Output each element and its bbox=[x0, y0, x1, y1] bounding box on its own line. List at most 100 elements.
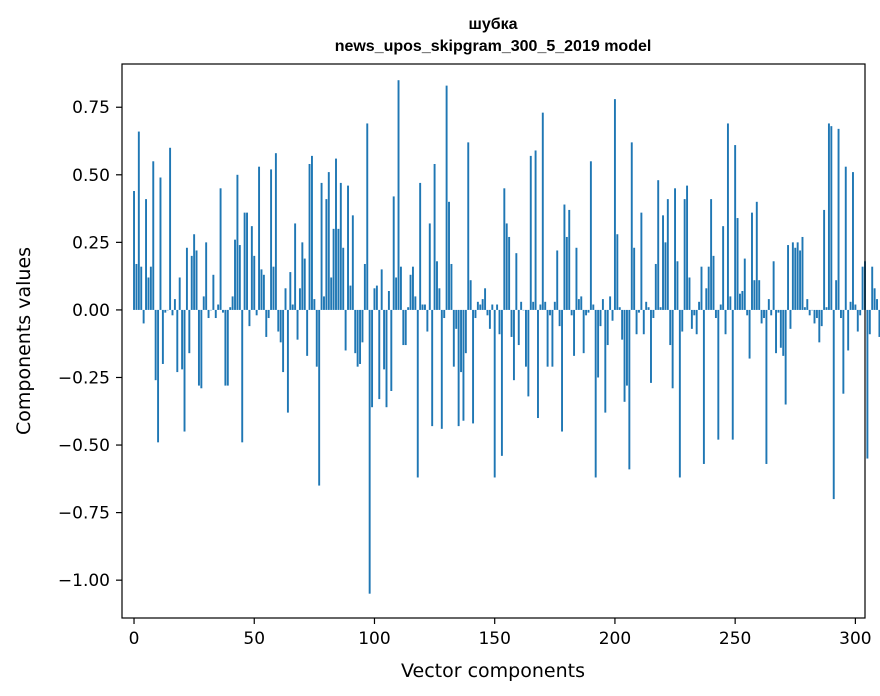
bar-component-115 bbox=[409, 274, 412, 310]
bar-component-69 bbox=[298, 288, 301, 310]
bar-component-277 bbox=[799, 250, 802, 310]
bar-component-147 bbox=[486, 309, 489, 316]
bar-component-194 bbox=[599, 309, 602, 327]
bar-component-231 bbox=[688, 277, 691, 310]
bar-component-238 bbox=[705, 288, 708, 310]
x-axis-ticks: 0 50 100 150 200 250 300 bbox=[129, 618, 872, 649]
bar-component-274 bbox=[791, 242, 794, 310]
x-tick-label: 100 bbox=[358, 629, 390, 649]
x-tick-label: 50 bbox=[243, 629, 265, 649]
x-tick-label: 200 bbox=[599, 629, 631, 649]
bar-component-211 bbox=[640, 212, 643, 310]
bar-component-145 bbox=[481, 299, 484, 310]
bar-component-219 bbox=[659, 307, 662, 310]
bar-component-161 bbox=[520, 301, 523, 310]
bar-component-191 bbox=[592, 304, 595, 310]
bar-component-4 bbox=[142, 309, 145, 324]
bar-component-160 bbox=[517, 309, 520, 346]
bar-component-125 bbox=[433, 163, 436, 310]
bar-component-40 bbox=[229, 307, 232, 310]
bar-component-118 bbox=[416, 309, 419, 478]
bar-component-272 bbox=[787, 245, 790, 310]
bar-component-235 bbox=[698, 301, 701, 310]
bar-component-181 bbox=[568, 209, 571, 310]
bar-component-44 bbox=[238, 245, 241, 310]
bar-component-137 bbox=[462, 309, 465, 421]
bar-component-285 bbox=[818, 309, 821, 343]
bar-component-309 bbox=[876, 299, 878, 310]
bar-component-307 bbox=[871, 266, 874, 310]
bar-component-113 bbox=[404, 309, 407, 346]
x-tick-label: 150 bbox=[478, 629, 510, 649]
bar-component-88 bbox=[344, 309, 347, 351]
bar-component-269 bbox=[779, 309, 782, 348]
y-tick-label: 0.50 bbox=[72, 166, 110, 186]
bar-component-79 bbox=[323, 296, 325, 310]
bar-component-1 bbox=[135, 263, 138, 310]
bar-component-223 bbox=[669, 309, 672, 346]
bar-component-175 bbox=[553, 301, 556, 310]
bar-component-11 bbox=[159, 177, 162, 310]
bar-component-55 bbox=[265, 309, 268, 337]
bar-component-180 bbox=[565, 236, 568, 310]
bar-component-132 bbox=[450, 263, 453, 310]
y-tick-label: 0.25 bbox=[72, 233, 110, 253]
bar-component-183 bbox=[573, 309, 576, 356]
bar-component-76 bbox=[315, 309, 318, 367]
bar-component-173 bbox=[549, 309, 551, 316]
bar-component-138 bbox=[464, 309, 467, 354]
bar-component-257 bbox=[751, 212, 753, 310]
bar-component-64 bbox=[286, 309, 289, 413]
bar-component-290 bbox=[830, 126, 833, 310]
bar-component-77 bbox=[318, 309, 321, 486]
bar-component-143 bbox=[476, 301, 479, 310]
bar-component-220 bbox=[662, 215, 664, 310]
bar-component-43 bbox=[236, 174, 239, 310]
bar-component-66 bbox=[291, 304, 294, 310]
bar-component-242 bbox=[714, 309, 717, 319]
bar-component-221 bbox=[664, 242, 667, 310]
bar-component-195 bbox=[601, 299, 604, 310]
bar-component-252 bbox=[739, 293, 741, 310]
bar-component-305 bbox=[866, 309, 869, 459]
bar-component-233 bbox=[693, 309, 696, 316]
bar-component-254 bbox=[743, 258, 746, 310]
bar-component-65 bbox=[289, 272, 292, 310]
bar-component-193 bbox=[597, 309, 600, 378]
bar-component-127 bbox=[438, 288, 441, 310]
x-axis-label: Vector components bbox=[401, 660, 585, 682]
bar-component-82 bbox=[330, 277, 333, 310]
bar-component-9 bbox=[154, 309, 157, 381]
bar-component-130 bbox=[445, 85, 448, 310]
chart-subtitle: news_upos_skipgram_300_5_2019 model bbox=[335, 38, 652, 55]
bar-component-131 bbox=[448, 201, 450, 310]
bar-component-239 bbox=[707, 266, 710, 310]
bar-component-159 bbox=[515, 253, 518, 310]
bar-component-209 bbox=[635, 309, 638, 335]
bar-component-286 bbox=[820, 309, 823, 327]
bar-component-243 bbox=[717, 309, 720, 440]
bar-component-265 bbox=[770, 309, 773, 316]
bar-component-158 bbox=[512, 309, 515, 381]
bar-component-36 bbox=[219, 188, 222, 310]
bar-component-83 bbox=[332, 228, 335, 310]
bar-component-151 bbox=[496, 304, 499, 310]
bar-component-190 bbox=[589, 161, 592, 310]
bar-component-74 bbox=[311, 155, 313, 310]
bar-component-35 bbox=[217, 304, 220, 310]
bar-component-283 bbox=[813, 309, 816, 324]
bar-component-153 bbox=[500, 309, 503, 456]
bar-component-215 bbox=[650, 309, 652, 383]
bar-component-271 bbox=[784, 309, 787, 405]
bar-component-101 bbox=[375, 285, 378, 310]
bar-component-148 bbox=[488, 309, 491, 329]
bar-component-296 bbox=[844, 166, 847, 310]
bar-component-139 bbox=[467, 142, 470, 310]
y-axis-label: Components values bbox=[13, 247, 35, 435]
bar-component-280 bbox=[806, 299, 809, 310]
bar-component-46 bbox=[243, 212, 246, 310]
bar-component-140 bbox=[469, 280, 472, 310]
y-tick-label: −0.25 bbox=[58, 368, 110, 388]
bar-component-298 bbox=[849, 301, 852, 310]
